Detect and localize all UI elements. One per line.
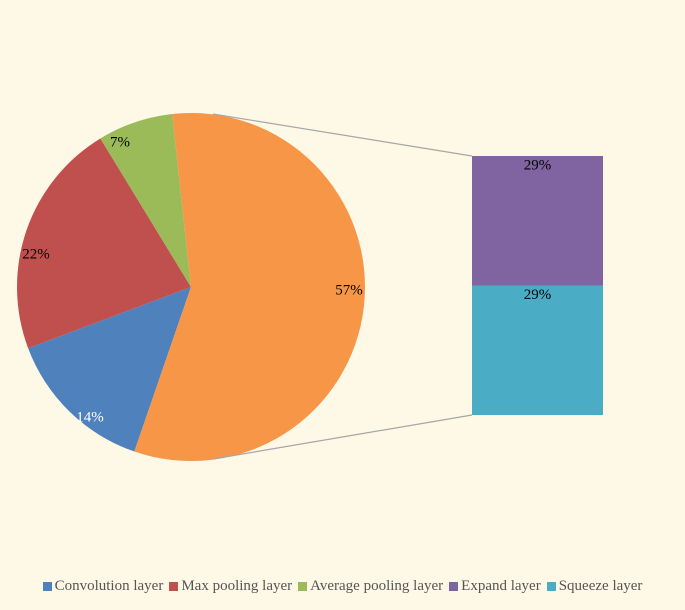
legend-swatch: [169, 582, 179, 591]
legend-item: Squeeze layer: [546, 578, 643, 595]
legend-label: Squeeze layer: [558, 578, 643, 594]
legend-swatch: [449, 582, 459, 591]
bar-data-label: 29%: [524, 287, 552, 303]
legend-swatch: [298, 582, 308, 591]
bar-segment-squeeze-layer: [472, 285, 603, 415]
bar-data-label: 29%: [524, 157, 552, 173]
legend-label: Max pooling layer: [181, 578, 293, 594]
legend-item: Convolution layer: [42, 578, 164, 595]
legend-item: Expand layer: [449, 578, 541, 595]
legend-label: Convolution layer: [54, 578, 164, 594]
connector-line-top: [212, 113, 473, 157]
pie-slice-max-pooling-layer: [17, 138, 191, 349]
pie-slice-average-pooling-layer: [100, 114, 191, 287]
chart-legend: Convolution layer Max pooling layer Averag…: [0, 578, 685, 595]
pie-data-label: 14%: [76, 409, 104, 425]
legend-label: Expand layer: [461, 578, 541, 594]
legend-swatch: [546, 582, 556, 591]
pie-slice-other: [134, 113, 366, 462]
pie-data-label: 57%: [335, 282, 363, 298]
legend-swatch: [42, 582, 52, 591]
pie-slice-convolution-layer: [28, 287, 191, 452]
legend-label: Average pooling layer: [310, 578, 444, 594]
pie-data-label: 7%: [110, 134, 130, 150]
connector-line-bottom: [212, 414, 473, 460]
legend-item: Max pooling layer: [169, 578, 292, 595]
bar-segment-expand-layer: [472, 156, 603, 286]
pie-data-label: 22%: [22, 246, 50, 262]
legend-item: Average pooling layer: [298, 578, 443, 595]
